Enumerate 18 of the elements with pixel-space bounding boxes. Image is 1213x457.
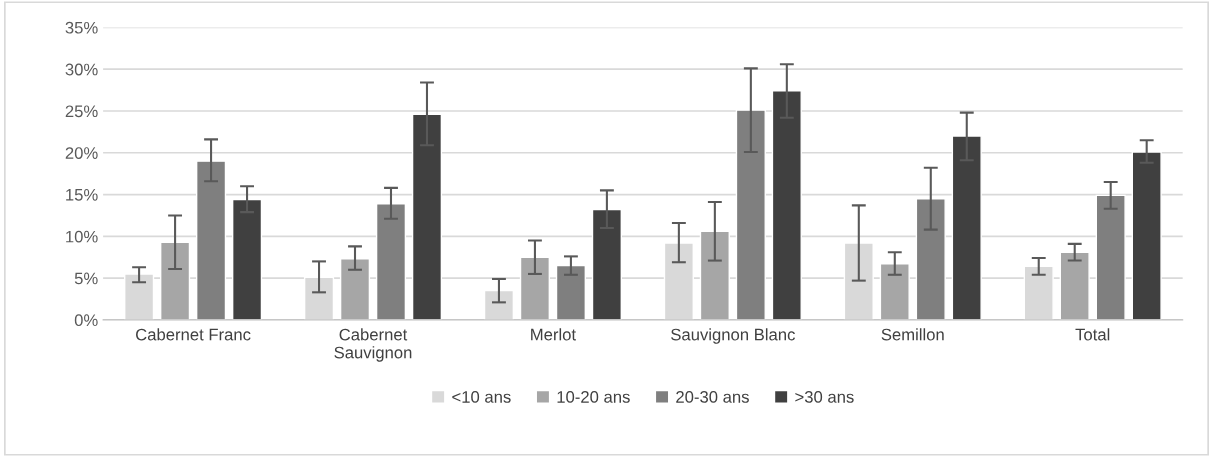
legend-label: 10-20 ans	[557, 391, 630, 403]
x-tick-label: Sauvignon Blanc	[671, 328, 795, 344]
y-tick-label: 5%	[74, 272, 98, 285]
x-tick-label: Cabernet Sauvignon	[334, 328, 412, 362]
legend-label: <10 ans	[452, 391, 511, 403]
y-tick-label: 30%	[65, 63, 98, 76]
y-tick-label: 10%	[66, 230, 98, 243]
x-tick-label: Total	[1075, 328, 1110, 341]
legend-label: 20-30 ans	[676, 391, 749, 403]
y-tick-label: 0%	[74, 314, 98, 327]
legend-label: >30 ans	[795, 391, 854, 403]
x-tick-label: Semillon	[881, 328, 944, 341]
x-tick-label: Merlot	[531, 328, 576, 341]
x-tick-label: Cabernet Franc	[136, 328, 251, 341]
y-tick-label: 15%	[66, 189, 98, 201]
y-tick-label: 35%	[65, 21, 98, 34]
y-tick-label: 20%	[65, 147, 98, 159]
y-tick-label: 25%	[65, 105, 98, 118]
